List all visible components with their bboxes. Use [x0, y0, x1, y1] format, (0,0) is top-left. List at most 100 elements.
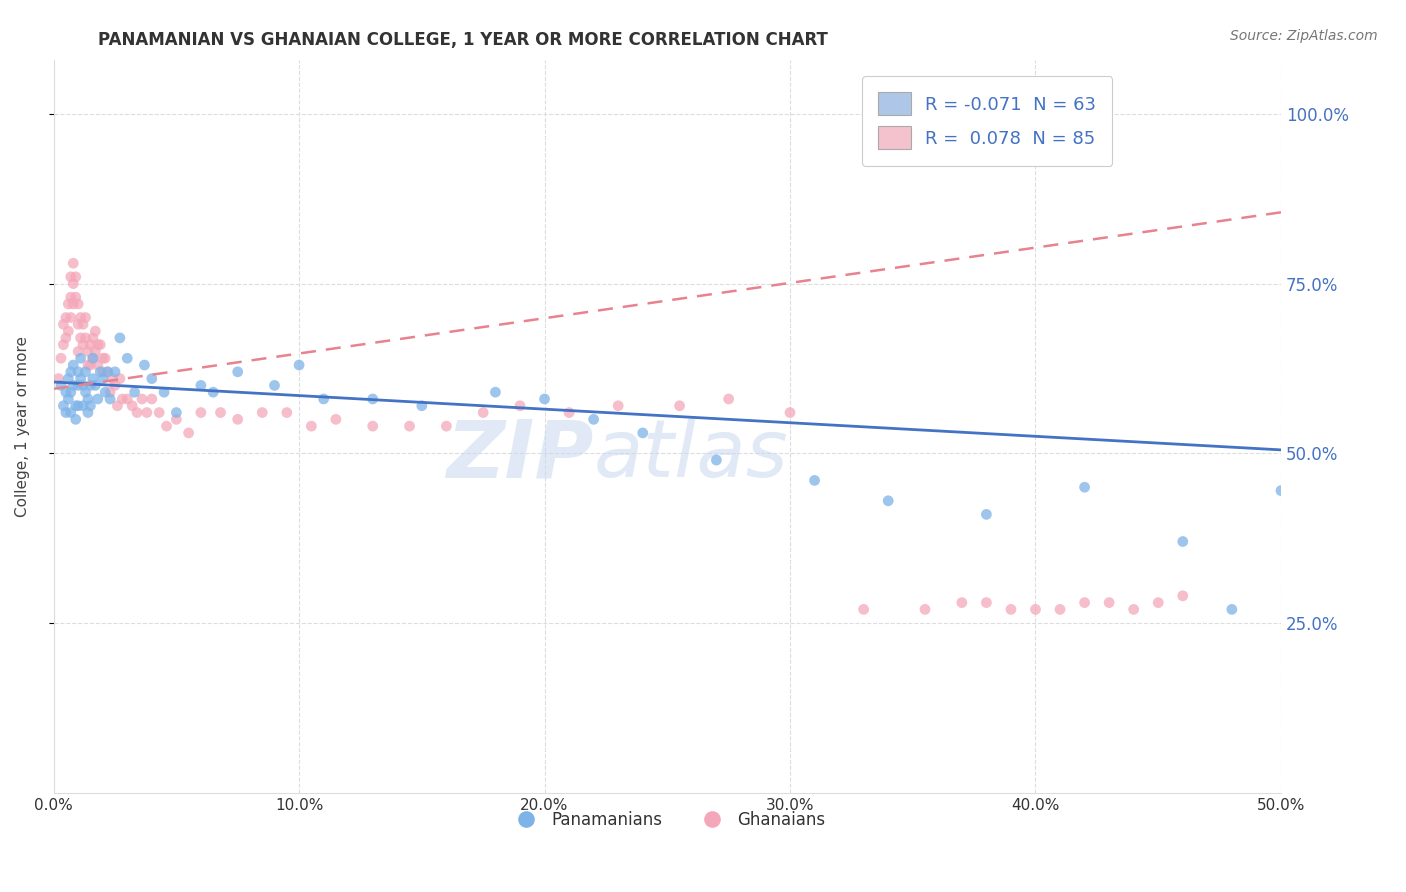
Point: [263, 378, 285, 392]
Point: [49, 378, 72, 392]
Point: [79, 358, 101, 372]
Point: [852, 602, 875, 616]
Point: [1098, 596, 1121, 610]
Point: [84, 324, 107, 338]
Point: [72, 337, 94, 351]
Point: [533, 392, 555, 406]
Point: [226, 412, 249, 426]
Point: [472, 406, 495, 420]
Y-axis label: College, 1 year or more: College, 1 year or more: [15, 335, 30, 516]
Point: [484, 385, 506, 400]
Point: [59, 385, 82, 400]
Point: [55, 331, 77, 345]
Point: [82, 351, 104, 366]
Point: [69, 351, 91, 366]
Point: [58, 297, 80, 311]
Point: [72, 378, 94, 392]
Point: [87, 337, 110, 351]
Text: PANAMANIAN VS GHANAIAN COLLEGE, 1 YEAR OR MORE CORRELATION CHART: PANAMANIAN VS GHANAIAN COLLEGE, 1 YEAR O…: [98, 31, 828, 49]
Point: [1147, 596, 1170, 610]
Point: [91, 351, 114, 366]
Point: [141, 392, 163, 406]
Point: [111, 392, 134, 406]
Point: [65, 269, 87, 284]
Point: [411, 399, 433, 413]
Point: [117, 351, 139, 366]
Point: [190, 378, 212, 392]
Point: [69, 371, 91, 385]
Point: [52, 337, 75, 351]
Point: [361, 419, 384, 434]
Point: [1073, 596, 1095, 610]
Point: [165, 412, 187, 426]
Point: [58, 371, 80, 385]
Point: [48, 371, 70, 385]
Point: [1171, 534, 1194, 549]
Point: [509, 399, 531, 413]
Point: [877, 493, 900, 508]
Text: atlas: atlas: [593, 417, 789, 494]
Point: [135, 406, 157, 420]
Point: [79, 337, 101, 351]
Point: [117, 392, 139, 406]
Point: [1270, 483, 1292, 498]
Point: [98, 392, 121, 406]
Point: [59, 406, 82, 420]
Point: [155, 419, 177, 434]
Point: [148, 406, 170, 420]
Point: [1073, 480, 1095, 494]
Point: [69, 310, 91, 325]
Point: [52, 399, 75, 413]
Text: Source: ZipAtlas.com: Source: ZipAtlas.com: [1230, 29, 1378, 43]
Point: [62, 297, 84, 311]
Point: [914, 602, 936, 616]
Point: [67, 318, 90, 332]
Point: [631, 425, 654, 440]
Point: [55, 385, 77, 400]
Point: [361, 392, 384, 406]
Point: [75, 310, 97, 325]
Point: [252, 406, 274, 420]
Point: [558, 406, 581, 420]
Point: [97, 365, 120, 379]
Point: [1049, 602, 1071, 616]
Point: [582, 412, 605, 426]
Point: [91, 371, 114, 385]
Point: [1122, 602, 1144, 616]
Point: [202, 385, 225, 400]
Point: [75, 385, 97, 400]
Point: [67, 344, 90, 359]
Point: [58, 392, 80, 406]
Point: [607, 399, 630, 413]
Point: [65, 399, 87, 413]
Point: [87, 358, 110, 372]
Point: [190, 406, 212, 420]
Point: [82, 371, 104, 385]
Point: [107, 399, 129, 413]
Point: [75, 365, 97, 379]
Point: [1220, 602, 1243, 616]
Point: [72, 318, 94, 332]
Point: [104, 378, 127, 392]
Point: [89, 365, 111, 379]
Point: [79, 378, 101, 392]
Point: [77, 358, 100, 372]
Point: [706, 453, 728, 467]
Point: [125, 406, 148, 420]
Point: [976, 596, 998, 610]
Point: [97, 365, 120, 379]
Point: [62, 358, 84, 372]
Point: [209, 406, 232, 420]
Point: [67, 297, 90, 311]
Point: [1024, 602, 1046, 616]
Point: [82, 331, 104, 345]
Point: [94, 385, 117, 400]
Point: [59, 269, 82, 284]
Point: [108, 331, 131, 345]
Point: [87, 392, 110, 406]
Point: [779, 406, 801, 420]
Point: [101, 371, 124, 385]
Point: [52, 318, 75, 332]
Point: [77, 392, 100, 406]
Point: [153, 385, 176, 400]
